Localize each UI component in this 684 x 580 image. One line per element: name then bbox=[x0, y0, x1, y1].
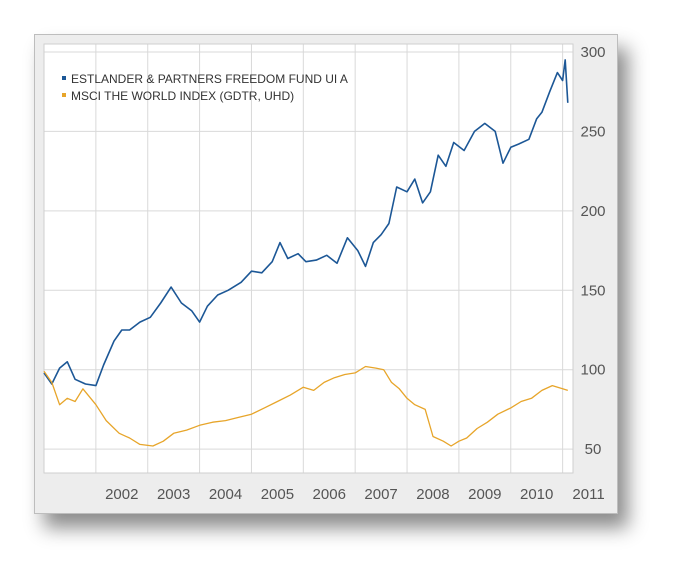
x-tick-label: 2002 bbox=[105, 486, 138, 503]
x-tick-label: 2010 bbox=[520, 486, 553, 503]
y-tick-label: 250 bbox=[580, 123, 605, 140]
x-tick-label: 2008 bbox=[416, 486, 449, 503]
x-tick-label: 2009 bbox=[468, 486, 501, 503]
plot-border bbox=[43, 43, 574, 474]
legend-swatch bbox=[62, 76, 66, 80]
x-tick-label: 2005 bbox=[261, 486, 294, 503]
series-line-fund bbox=[43, 59, 569, 387]
legend-label: ESTLANDER & PARTNERS FREEDOM FUND UI A bbox=[71, 72, 348, 86]
x-tick-label: 2011 bbox=[572, 486, 604, 503]
x-tick-label: 2003 bbox=[157, 486, 190, 503]
x-tick-label: 2004 bbox=[209, 486, 242, 503]
y-tick-label: 50 bbox=[585, 441, 602, 458]
x-tick-label: 2006 bbox=[313, 486, 346, 503]
line-chart: 2002 2003 2004 2005 2006 2007 2008 2009 2010 2011… bbox=[43, 43, 606, 503]
legend-label: MSCI THE WORLD INDEX (GDTR, UHD) bbox=[71, 89, 294, 103]
y-tick-label: 300 bbox=[580, 44, 605, 61]
y-tick-label: 150 bbox=[580, 282, 605, 299]
y-tick-label: 100 bbox=[580, 362, 605, 379]
plot-area bbox=[44, 44, 573, 473]
x-tick-label: 2007 bbox=[364, 486, 397, 503]
y-tick-label: 200 bbox=[580, 203, 605, 220]
chart-frame: 2002 2003 2004 2005 2006 2007 2008 2009 2010 2011… bbox=[34, 34, 618, 514]
series-line-index bbox=[43, 365, 568, 447]
legend-swatch bbox=[62, 93, 66, 97]
